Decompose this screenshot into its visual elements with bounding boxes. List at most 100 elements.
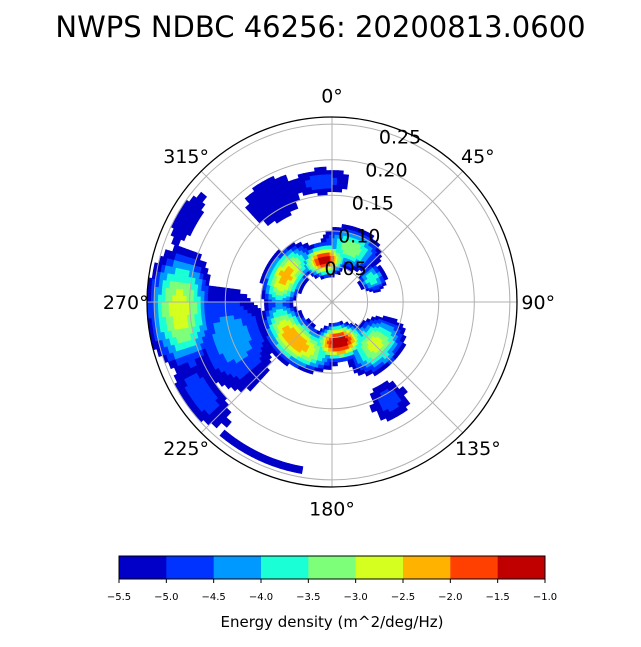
contour-cell: [188, 195, 197, 205]
contour-cell: [192, 295, 198, 303]
contour-cell: [178, 301, 184, 309]
contour-cell: [249, 301, 255, 306]
contour-cell: [370, 406, 378, 413]
angle-tick-label: 45°: [461, 146, 495, 168]
contour-cell: [235, 297, 240, 303]
contour-cell: [196, 191, 205, 201]
contour-cell: [228, 306, 234, 312]
contour-cell: [200, 295, 205, 303]
colorbar-tick-label: −4.0: [249, 592, 273, 603]
angle-grid-line: [331, 301, 464, 434]
contour-cell: [217, 301, 223, 308]
contour-cell: [297, 241, 303, 247]
contour-cell: [372, 370, 379, 377]
colorbar-segment: [261, 556, 309, 579]
contour-cell: [326, 184, 333, 189]
contour-cell: [203, 296, 208, 303]
contour-cell: [246, 305, 251, 310]
contour-cell: [267, 304, 273, 308]
colorbar-segment: [355, 556, 404, 579]
angle-tick-labels: 0° 45° 90° 135° 180° 225° 270° 315°: [103, 86, 555, 521]
contour-cell: [331, 173, 338, 178]
angle-tick-label: 0°: [321, 86, 343, 108]
contour-cell: [249, 305, 255, 310]
contour-cell: [314, 166, 321, 172]
contour-cell: [376, 258, 382, 264]
contour-cell: [342, 174, 350, 179]
contour-cell: [321, 184, 328, 189]
colorbar-label: Energy density (m^2/deg/Hz): [220, 613, 444, 631]
contour-cell: [171, 294, 176, 303]
colorbar-segment: [213, 556, 262, 579]
contour-cell: [164, 301, 169, 310]
contour-cell: [192, 301, 198, 309]
contour-cell: [239, 293, 244, 299]
contour-cell: [217, 291, 223, 298]
contour-cell: [264, 304, 269, 309]
contour-cell: [210, 296, 216, 303]
contour-cell: [246, 297, 251, 303]
angle-tick-label: 270°: [103, 292, 149, 314]
radial-tick-label: 0.20: [365, 160, 407, 182]
contour-cell: [242, 305, 248, 311]
contour-cell: [267, 175, 276, 183]
contour-cell: [331, 177, 338, 182]
contour-cell: [246, 301, 251, 307]
contour-cell: [232, 297, 237, 303]
angle-grid-line: [200, 170, 333, 303]
colorbar-segment: [308, 556, 357, 579]
contour-cell: [200, 301, 205, 309]
contour-cell: [214, 291, 219, 298]
contour-cell: [207, 296, 212, 303]
angle-tick-label: 135°: [455, 438, 501, 460]
contour-cell: [321, 187, 328, 193]
contour-cell: [304, 242, 310, 248]
contour-cell: [157, 301, 162, 310]
contour-cell: [196, 301, 201, 309]
contour-cell: [326, 180, 333, 186]
colorbar-segment: [450, 556, 499, 579]
contour-cell: [214, 306, 219, 313]
colorbar-segment: [119, 556, 167, 579]
contour-cell: [182, 301, 187, 309]
contour-cell: [157, 294, 162, 303]
colorbar-outline: [118, 555, 546, 580]
colorbar-tick-label: −3.5: [296, 592, 320, 603]
contour-cell: [168, 301, 173, 310]
contour-cell: [334, 361, 338, 367]
contour-cell: [381, 282, 387, 287]
contour-cell: [214, 296, 219, 303]
contour-cell: [242, 297, 248, 303]
contour-cell: [160, 301, 166, 310]
contour-cell: [379, 414, 387, 421]
angle-tick-label: 90°: [521, 292, 555, 314]
contour-cell: [207, 301, 212, 308]
contour-cell: [253, 304, 258, 310]
contour-cell: [279, 174, 288, 181]
contour-cell: [214, 301, 219, 308]
contour-cell: [308, 171, 316, 177]
contour-cell: [368, 233, 375, 240]
contour-cell: [232, 305, 237, 312]
radial-tick-label: 0.10: [338, 225, 380, 247]
contour-cell: [232, 292, 237, 299]
contour-cell: [217, 296, 223, 303]
colorbar-tick-label: −1.5: [486, 592, 510, 603]
colorbar-segment: [497, 556, 546, 579]
contour-cell: [163, 249, 170, 259]
contour-cell: [235, 293, 241, 299]
contour-cell: [235, 305, 241, 311]
contour-cell: [173, 373, 181, 383]
contour-cell: [217, 306, 223, 313]
contour-cell: [228, 297, 233, 303]
angle-tick-label: 180°: [309, 498, 355, 520]
polar-grid: [146, 116, 518, 488]
contour-cell: [328, 322, 331, 328]
contour-cell: [331, 180, 338, 186]
contour-cell: [175, 301, 180, 310]
contour-cell: [348, 362, 353, 368]
contour-cell: [331, 187, 338, 193]
radial-tick-label: 0.15: [352, 192, 394, 214]
contour-cell: [379, 285, 384, 290]
radial-tick-label: 0.05: [324, 258, 366, 280]
